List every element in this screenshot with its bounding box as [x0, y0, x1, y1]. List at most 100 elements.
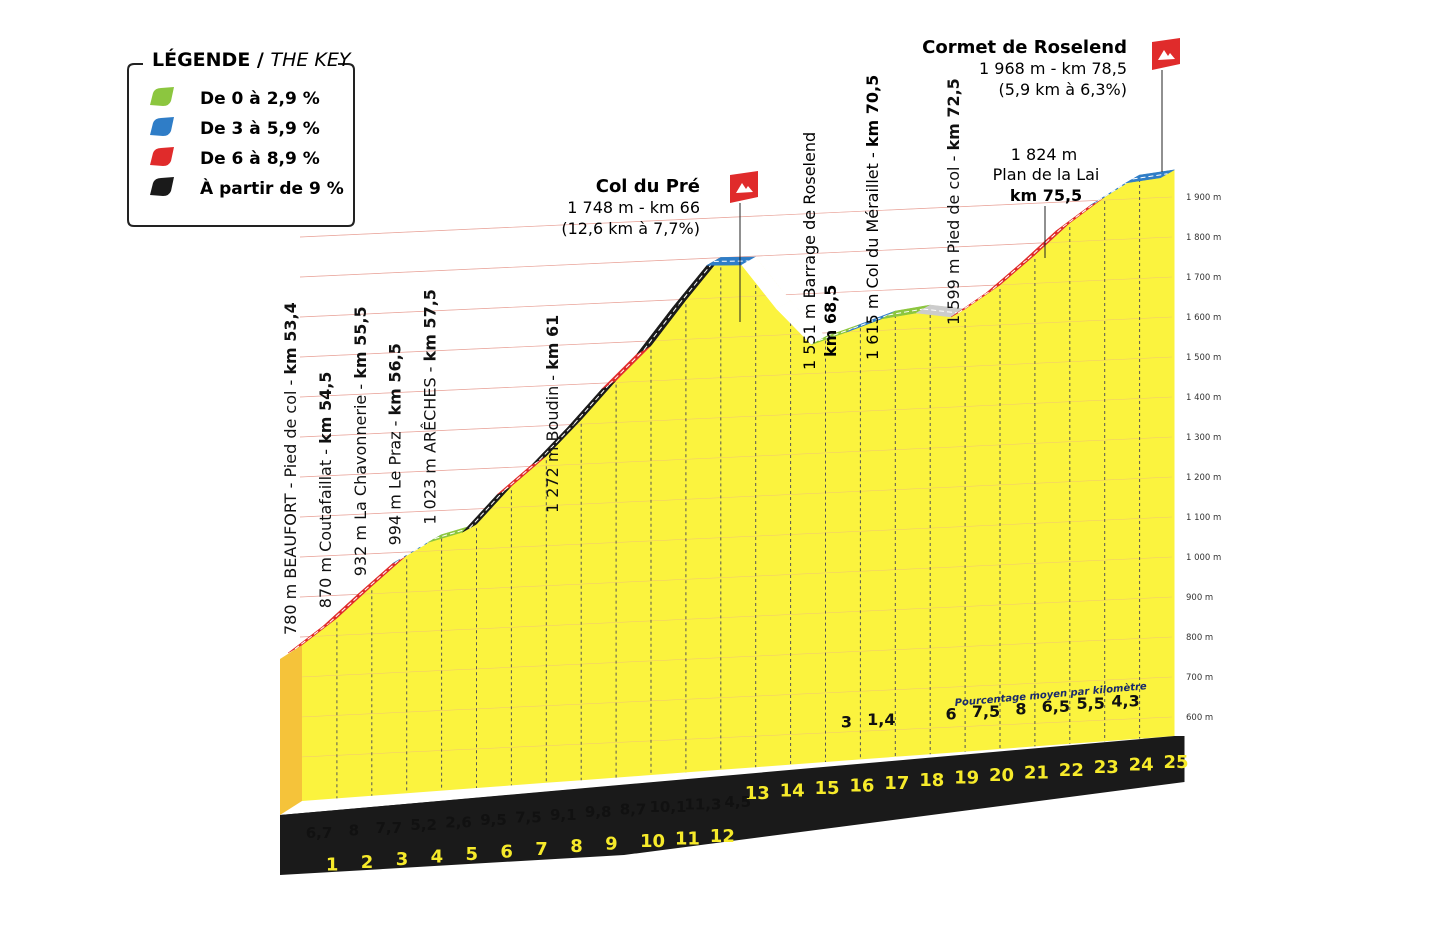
- gradient-value-bottom: 5,2: [410, 816, 437, 834]
- grid-line-over: [299, 636, 1173, 678]
- y-tick-label: 1 000 m: [1186, 553, 1221, 563]
- gradient-value-upper: 6,5: [1042, 697, 1070, 716]
- km-marker-label: 12: [710, 826, 735, 847]
- km-marker-label: 6: [500, 841, 513, 862]
- y-tick-label: 1 600 m: [1186, 313, 1221, 323]
- gradient-value-upper: 1,4: [867, 710, 895, 729]
- gradient-value-bottom: 10,1: [649, 798, 686, 816]
- top-dashed-line: [923, 308, 959, 314]
- km-marker-label: 11: [675, 828, 700, 849]
- waypoint-km: km 53,4: [281, 302, 300, 374]
- summit-stats: (12,6 km à 7,7%): [561, 219, 700, 238]
- km-marker-label: 5: [466, 844, 479, 865]
- waypoint-km: km 70,5: [863, 75, 882, 147]
- summit-elevation: 1 748 m - km 66: [567, 198, 700, 217]
- legend-swatch: [150, 117, 174, 136]
- km-marker-label: 20: [989, 765, 1014, 786]
- mountain-icon: [1158, 50, 1175, 60]
- top-dashed-line: [748, 260, 784, 306]
- waypoint-km: km 54,5: [316, 372, 335, 444]
- top-dashed-line: [538, 423, 575, 461]
- legend-label: À partir de 9 %: [200, 177, 344, 199]
- km-marker-label: 13: [745, 783, 770, 804]
- top-dashed-line: [294, 621, 331, 650]
- gradient-value-upper: 5,5: [1077, 694, 1105, 713]
- legend-label: De 6 à 8,9 %: [200, 149, 320, 169]
- waypoint-plain: 1 023 m ARÊCHES -: [421, 361, 440, 524]
- grid-line-over: [299, 596, 1173, 638]
- gradient-value-bottom: 9,1: [550, 806, 577, 824]
- gradient-value-upper: 6: [946, 705, 957, 724]
- waypoint-label: 1 023 m ARÊCHES - km 57,5: [421, 289, 440, 525]
- gradient-value-bottom: 9,5: [480, 811, 507, 829]
- grid-line-over: [299, 396, 1173, 438]
- gradient-value-upper: 3: [841, 712, 852, 731]
- grid-line-over: [299, 276, 1173, 318]
- gradient-value-upper: 8: [1015, 699, 1026, 718]
- y-tick-label: 900 m: [1186, 593, 1213, 603]
- km-marker-label: 21: [1024, 762, 1049, 783]
- waypoint-plain: 994 m Le Praz -: [386, 415, 405, 545]
- top-dashed-line: [573, 384, 610, 425]
- km-marker-label: 4: [431, 847, 444, 868]
- legend-items: De 0 à 2,9 % De 3 à 5,9 % De 6 à 8,9 % À pa…: [150, 87, 344, 199]
- y-tick-label: 1 500 m: [1186, 353, 1221, 363]
- waypoint-km: km 68,5: [821, 285, 840, 357]
- waypoint-km: km 55,5: [351, 306, 370, 378]
- km-marker-label: 8: [570, 836, 583, 857]
- grid-line-over: [299, 316, 1173, 358]
- km-marker-label: 9: [605, 834, 618, 855]
- plan-name: Plan de la Lai: [993, 165, 1100, 184]
- gradient-value-bottom: 11,3: [684, 795, 721, 813]
- gradient-value-upper: 4,3: [1111, 692, 1139, 711]
- profile-side: [280, 645, 302, 815]
- km-marker-label: 17: [884, 773, 909, 794]
- km-marker-label: 2: [361, 852, 374, 873]
- gradient-value-bottom: 7,7: [376, 819, 403, 837]
- plan-elevation: 1 824 m: [1011, 145, 1077, 164]
- waypoint-plain: 1 615 m Col du Méraillet -: [863, 147, 882, 360]
- profile-area: 600 m 700 m 800 m 900 m 1 000 m 1 100 m 1 200 …: [280, 37, 1221, 875]
- grid-line-over: [299, 716, 1173, 758]
- y-tick-label: 700 m: [1186, 673, 1213, 683]
- km-marker-label: 3: [396, 849, 409, 870]
- legend-subtitle: THE KEY: [270, 49, 351, 71]
- waypoint-label: 870 m Coutafaillat - km 54,5: [316, 372, 335, 609]
- top-dashed-line: [1062, 200, 1098, 228]
- y-tick-label: 1 300 m: [1186, 433, 1221, 443]
- waypoint-label: 1 599 m Pied de col - km 72,5: [944, 78, 963, 325]
- waypoint-km: km 72,5: [944, 78, 963, 150]
- legend-label: De 3 à 5,9 %: [200, 119, 320, 139]
- km-marker-label: 16: [849, 775, 874, 796]
- summit-name: Col du Pré: [596, 176, 700, 197]
- top-dashed-line: [469, 489, 505, 529]
- waypoint-label: 932 m La Chavonnerie - km 55,5: [351, 306, 370, 576]
- y-tick-label: 1 400 m: [1186, 393, 1221, 403]
- y-tick-label: 1 900 m: [1186, 193, 1221, 203]
- grid-line-over: [299, 516, 1173, 558]
- waypoint-km: km 61: [543, 315, 562, 370]
- km-marker-label: 19: [954, 768, 979, 789]
- km-marker-label: 22: [1059, 760, 1084, 781]
- legend-swatch: [150, 87, 174, 106]
- grid-line-over: [299, 356, 1173, 398]
- gradient-value-bottom: 9,8: [585, 803, 612, 821]
- grid-line-over: [299, 436, 1173, 478]
- gradient-value-bottom: 7,5: [515, 808, 542, 826]
- waypoint-plain: 1 272 m Boudin -: [543, 370, 562, 513]
- waypoint-label: 1 272 m Boudin - km 61: [543, 315, 562, 513]
- top-dashed-line: [888, 308, 924, 316]
- waypoint-label: 1 551 m Barrage de Roselend: [800, 132, 819, 370]
- grid-line-over: [299, 476, 1173, 518]
- km-marker-label: 23: [1094, 757, 1119, 778]
- waypoint-label: 1 615 m Col du Méraillet - km 70,5: [863, 75, 882, 360]
- top-dashed-line: [678, 261, 715, 305]
- waypoint-plain: 780 m BEAUFORT - Pied de col -: [281, 375, 300, 635]
- grid-line-over: [299, 676, 1173, 718]
- km-marker-label: 15: [815, 778, 840, 799]
- top-dashed-line: [1132, 173, 1168, 180]
- waypoint-plain: 870 m Coutafaillat -: [316, 444, 335, 608]
- grid-line-over: [299, 196, 1173, 238]
- profile-face: [302, 169, 1175, 802]
- gradient-value-bottom: 6,7: [306, 824, 333, 842]
